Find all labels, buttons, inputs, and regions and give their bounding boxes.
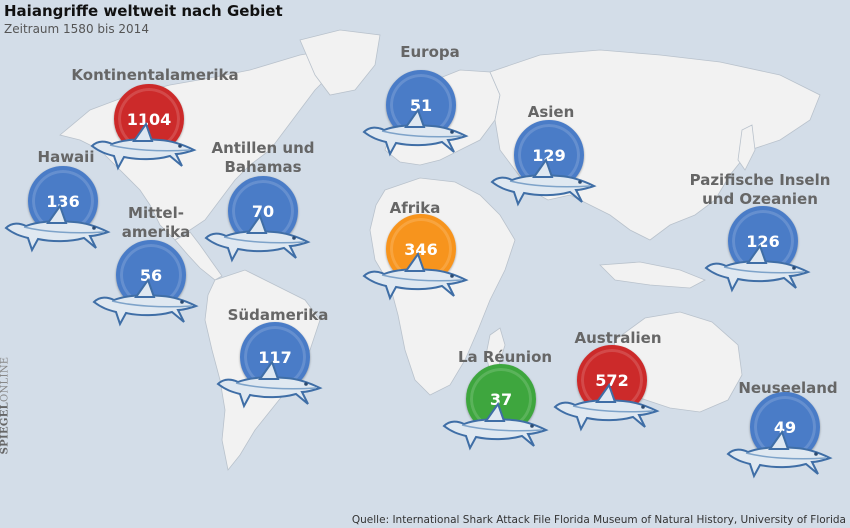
marker-neuseeland: 49	[726, 392, 846, 502]
marker-europa: 51	[362, 70, 482, 180]
indonesia-landmass	[599, 261, 706, 289]
map-title: Haiangriffe weltweit nach Gebiet	[4, 2, 283, 20]
region-label-neuseeland: Neuseeland	[738, 379, 838, 397]
map-subtitle: Zeitraum 1580 bis 2014	[4, 22, 149, 36]
marker-suedamerika: 117	[216, 322, 336, 432]
source-note: Quelle: International Shark Attack File …	[351, 514, 846, 526]
marker-antillen-und-bahamas: 70	[204, 176, 324, 286]
greenland-landmass	[299, 29, 381, 96]
region-label-australien: Australien	[574, 329, 662, 347]
marker-la-reunion: 37	[442, 364, 562, 474]
region-label-antillen-und-bahamas: Antillen und Bahamas	[211, 139, 315, 176]
marker-pazifische-inseln: 126	[704, 206, 824, 316]
region-label-europa: Europa	[400, 43, 460, 61]
region-label-afrika: Afrika	[389, 199, 441, 217]
region-label-la-reunion: La Réunion	[457, 348, 553, 366]
region-label-hawaii: Hawaii	[37, 148, 95, 166]
marker-australien: 572	[553, 345, 673, 455]
marker-hawaii: 136	[4, 166, 124, 276]
japan-landmass	[737, 124, 756, 171]
region-label-asien: Asien	[527, 103, 575, 121]
region-label-suedamerika: Südamerika	[227, 306, 329, 324]
region-label-mittelamerika: Mittel-amerika	[121, 204, 191, 241]
marker-mittelamerika: 56	[92, 240, 212, 350]
marker-kontinentalamerika: 1104	[90, 84, 210, 194]
spiegel-online-logo: SPIEGELONLINE	[0, 356, 11, 455]
marker-afrika: 346	[362, 214, 482, 324]
region-label-kontinentalamerika: Kontinentalamerika	[71, 66, 239, 84]
central-america-landmass	[174, 231, 223, 281]
region-label-pazifische-inseln: Pazifische Inseln und Ozeanien	[689, 171, 831, 208]
marker-asien: 129	[490, 120, 610, 230]
